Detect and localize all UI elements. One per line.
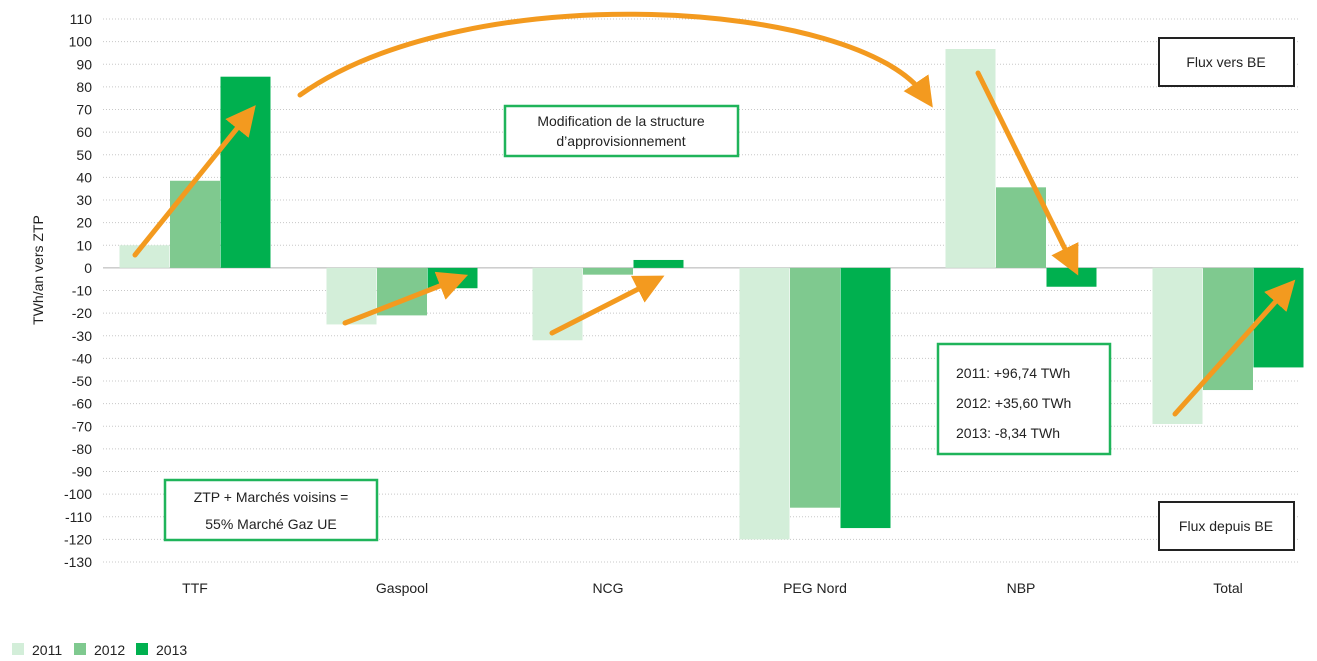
y-tick-label: -130 — [64, 554, 92, 570]
annotation-structure-box: Modification de la structure d’approvisi… — [503, 104, 740, 158]
y-tick-label: -60 — [72, 396, 92, 412]
annotation-nbp-2012: 2012: +35,60 TWh — [956, 395, 1071, 411]
bar-peg-nord-2012 — [790, 267, 840, 508]
flux-vers-label: Flux vers BE — [1186, 54, 1265, 70]
x-category-label: NCG — [592, 580, 623, 596]
legend-swatch-2012 — [74, 643, 86, 655]
y-tick-label: 100 — [69, 34, 93, 50]
y-tick-label: -80 — [72, 441, 92, 457]
y-tick-label: 20 — [76, 215, 92, 231]
bar-total-2011 — [1152, 267, 1203, 424]
flux-vers-box: Flux vers BE — [1158, 37, 1295, 87]
y-axis-label: TWh/an vers ZTP — [30, 215, 46, 325]
y-tick-label: 70 — [76, 102, 92, 118]
bar-peg-nord-2011 — [739, 267, 790, 540]
x-category-label: TTF — [182, 580, 208, 596]
y-tick-label: -100 — [64, 486, 92, 502]
y-tick-label: 50 — [76, 147, 92, 163]
annotation-ztp-line2: 55% Marché Gaz UE — [205, 516, 337, 532]
legend-swatch-2011 — [12, 643, 24, 655]
gridlines — [103, 18, 1300, 563]
legend-label-2011: 2011 — [32, 642, 62, 658]
y-tick-label: -90 — [72, 464, 92, 480]
annotation-ztp-line1: ZTP + Marchés voisins = — [194, 489, 349, 505]
bar-peg-nord-2013 — [840, 267, 891, 529]
x-category-label: NBP — [1007, 580, 1036, 596]
y-tick-label: -20 — [72, 305, 92, 321]
y-tick-label: 110 — [70, 11, 93, 27]
arrow-ncg — [549, 275, 665, 336]
x-category-label: Gaspool — [376, 580, 428, 596]
y-axis-ticks: 1101009080706050403020100-10-20-30-40-50… — [64, 11, 92, 570]
y-tick-label: 40 — [76, 169, 92, 185]
y-tick-label: 90 — [76, 56, 92, 72]
arrow-curve-ttf-to-nbp — [297, 11, 933, 108]
bar-ncg-2012 — [583, 267, 633, 275]
y-tick-label: 10 — [76, 237, 92, 253]
x-category-label: Total — [1213, 580, 1243, 596]
bar-ttf-2011 — [119, 245, 170, 268]
y-tick-label: 60 — [76, 124, 92, 140]
bar-nbp-2012 — [996, 187, 1046, 268]
legend: 2011 2012 2013 — [12, 642, 187, 658]
y-tick-label: 30 — [76, 192, 92, 208]
annotation-nbp-2013: 2013: -8,34 TWh — [956, 425, 1060, 441]
arrow-ttf — [132, 105, 256, 258]
y-tick-label: -70 — [72, 418, 92, 434]
bar-ttf-2013 — [220, 76, 271, 268]
flux-depuis-box: Flux depuis BE — [1158, 501, 1295, 551]
bar-nbp-2011 — [945, 49, 996, 268]
annotation-nbp-2011: 2011: +96,74 TWh — [956, 365, 1070, 381]
y-tick-label: 80 — [76, 79, 92, 95]
bar-ttf-2012 — [170, 180, 220, 268]
arrow-nbp — [975, 70, 1079, 276]
y-tick-label: -40 — [72, 350, 92, 366]
annotation-nbp-box: 2011: +96,74 TWh 2012: +35,60 TWh 2013: … — [936, 342, 1112, 456]
bar-nbp-2013 — [1046, 267, 1097, 287]
trend-arrows — [132, 11, 1296, 417]
arrow-total — [1172, 279, 1296, 417]
y-tick-label: -30 — [72, 328, 92, 344]
y-tick-label: -110 — [65, 509, 92, 525]
x-axis-categories: TTF Gaspool NCG PEG Nord NBP Total — [182, 580, 1243, 596]
y-tick-label: -10 — [72, 283, 92, 299]
y-tick-label: 0 — [84, 260, 92, 276]
x-category-label: PEG Nord — [783, 580, 847, 596]
annotation-ztp-box: ZTP + Marchés voisins = 55% Marché Gaz U… — [163, 478, 379, 542]
annotation-structure-line2: d’approvisionnement — [556, 133, 685, 149]
y-tick-label: -50 — [72, 373, 92, 389]
annotation-structure-line1: Modification de la structure — [537, 113, 705, 129]
legend-label-2012: 2012 — [94, 642, 125, 658]
legend-label-2013: 2013 — [156, 642, 187, 658]
legend-swatch-2013 — [136, 643, 148, 655]
arrow-gaspool — [342, 271, 469, 326]
bar-ncg-2013 — [633, 259, 684, 268]
y-tick-label: -120 — [64, 531, 92, 547]
flux-depuis-label: Flux depuis BE — [1179, 518, 1273, 534]
